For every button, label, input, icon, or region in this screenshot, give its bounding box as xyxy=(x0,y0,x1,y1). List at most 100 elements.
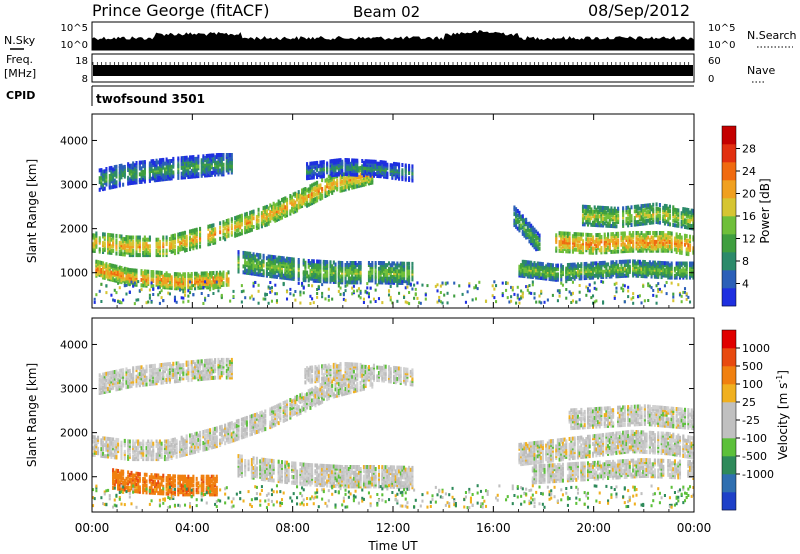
scatter-cell xyxy=(93,233,96,238)
scatter-cell xyxy=(160,277,163,282)
scatter-cell xyxy=(245,225,248,230)
scatter-cell xyxy=(183,293,187,297)
scatter-cell xyxy=(367,270,370,275)
scatter-cell xyxy=(190,272,193,276)
scatter-cell xyxy=(274,207,277,212)
scatter-cell xyxy=(667,219,670,224)
scatter-cell xyxy=(188,155,192,160)
scatter-cell xyxy=(630,223,633,227)
scatter-cell xyxy=(145,246,148,251)
scatter-cell xyxy=(195,164,198,169)
scatter-cell xyxy=(177,170,180,174)
scatter-cell xyxy=(411,261,414,266)
scatter-cell xyxy=(598,221,601,226)
scatter-cell xyxy=(515,216,518,221)
scatter-cell xyxy=(677,234,680,239)
scatter-cell xyxy=(165,239,168,244)
scatter-cell xyxy=(658,209,661,214)
scatter-cell xyxy=(182,296,185,300)
scatter-cell xyxy=(132,244,135,249)
scatter-cell xyxy=(250,214,253,219)
scatter-cell xyxy=(538,246,541,251)
scatter-cell xyxy=(586,232,590,237)
scatter-cell xyxy=(252,211,255,216)
scatter-cell xyxy=(336,183,339,187)
scatter-cell xyxy=(98,240,101,245)
scatter-cell xyxy=(188,244,192,249)
scatter-cell xyxy=(250,216,253,221)
scatter-cell xyxy=(212,292,215,295)
scatter-cell xyxy=(133,281,136,285)
scatter-cell xyxy=(625,205,628,210)
scatter-cell xyxy=(603,206,606,210)
scatter-cell xyxy=(655,231,658,235)
scatter-cell xyxy=(667,237,670,242)
scatter-cell xyxy=(600,261,603,265)
scatter-cell xyxy=(667,222,670,227)
scatter-cell xyxy=(545,269,548,274)
scatter-cell xyxy=(327,192,330,197)
scatter-cell xyxy=(623,246,626,251)
scatter-cell xyxy=(568,247,571,252)
scatter-cell xyxy=(180,247,183,252)
scatter-cell xyxy=(306,270,309,275)
scatter-cell xyxy=(321,178,324,183)
scatter-cell xyxy=(367,278,370,283)
scatter-cell xyxy=(386,269,389,273)
scatter-cell xyxy=(551,268,554,273)
scatter-cell xyxy=(170,249,173,254)
scatter-cell xyxy=(655,206,658,211)
scatter-cell xyxy=(272,215,275,220)
scatter-cell xyxy=(381,266,384,271)
scatter-cell xyxy=(209,237,212,242)
scatter-cell xyxy=(140,283,143,287)
scatter-cell xyxy=(680,239,683,244)
scatter-cell xyxy=(153,174,156,179)
scatter-cell xyxy=(103,247,106,252)
scatter-cell xyxy=(558,233,561,238)
scatter-cell xyxy=(352,176,355,181)
scatter-cell xyxy=(352,183,355,187)
scatter-cell xyxy=(346,180,349,185)
scatter-cell xyxy=(219,283,222,288)
scatter-cell xyxy=(585,215,588,220)
scatter-cell xyxy=(620,242,623,247)
scatter-cell xyxy=(311,187,314,192)
scatter-cell xyxy=(628,264,631,269)
scatter-cell xyxy=(648,207,651,212)
scatter-cell xyxy=(657,220,660,225)
scatter-cell xyxy=(643,235,646,240)
scatter-cell xyxy=(120,245,123,250)
scatter-cell xyxy=(249,226,252,231)
scatter-cell xyxy=(210,171,213,175)
scatter-cell xyxy=(245,227,248,232)
scatter-cell xyxy=(117,270,120,275)
scatter-cell xyxy=(265,256,268,261)
scatter-cell xyxy=(107,275,110,279)
scatter-cell xyxy=(605,243,608,248)
scatter-cell xyxy=(155,250,158,255)
scatter-cell xyxy=(525,222,528,227)
scatter-cell xyxy=(565,244,568,249)
scatter-cell xyxy=(394,269,397,274)
scatter-cell xyxy=(690,215,693,220)
scatter-cell xyxy=(187,299,190,303)
scatter-cell xyxy=(115,168,118,173)
scatter-cell xyxy=(635,220,638,225)
scatter-cell xyxy=(625,246,628,251)
scatter-cell xyxy=(289,257,292,262)
scatter-cell xyxy=(309,184,312,189)
scatter-cell xyxy=(513,207,516,212)
scatter-cell xyxy=(615,211,618,216)
scatter-cell xyxy=(317,186,320,191)
scatter-cell xyxy=(326,179,329,184)
scatter-cell xyxy=(379,280,382,285)
scatter-cell xyxy=(307,187,310,192)
scatter-cell xyxy=(613,262,616,266)
scatter-cell xyxy=(332,167,335,172)
scatter-cell xyxy=(290,195,294,200)
scatter-cell xyxy=(642,244,645,249)
scatter-cell xyxy=(628,235,631,240)
scatter-cell xyxy=(361,164,364,169)
scatter-cell xyxy=(215,153,218,158)
